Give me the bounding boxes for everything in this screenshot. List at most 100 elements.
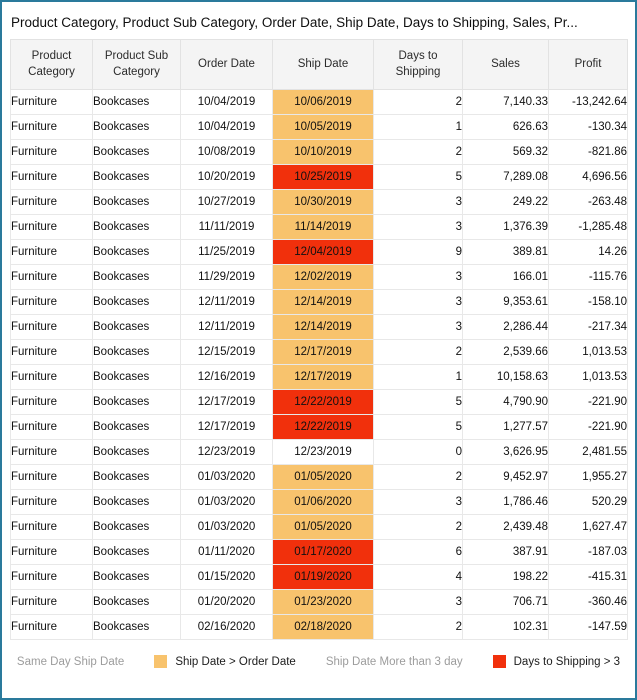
column-header-days-to-shipping[interactable]: Days to Shipping [373, 39, 463, 90]
product-category-cell[interactable]: Furniture [10, 614, 93, 640]
profit-cell[interactable]: 4,696.56 [548, 164, 628, 190]
sales-cell[interactable]: 102.31 [462, 614, 549, 640]
days-to-shipping-cell[interactable]: 5 [373, 389, 463, 415]
ship-date-cell[interactable]: 02/18/2020 [272, 614, 374, 640]
product-sub-category-cell[interactable]: Bookcases [92, 489, 181, 515]
product-sub-category-cell[interactable]: Bookcases [92, 164, 181, 190]
days-to-shipping-cell[interactable]: 3 [373, 314, 463, 340]
ship-date-cell[interactable]: 12/22/2019 [272, 389, 374, 415]
profit-cell[interactable]: 2,481.55 [548, 439, 628, 465]
product-sub-category-cell[interactable]: Bookcases [92, 314, 181, 340]
product-sub-category-cell[interactable]: Bookcases [92, 439, 181, 465]
order-date-cell[interactable]: 10/20/2019 [180, 164, 273, 190]
column-header-product-category[interactable]: Product Category [10, 39, 93, 90]
days-to-shipping-cell[interactable]: 3 [373, 589, 463, 615]
sales-cell[interactable]: 249.22 [462, 189, 549, 215]
days-to-shipping-cell[interactable]: 0 [373, 439, 463, 465]
legend-item[interactable]: Days to Shipping > 3 [492, 655, 620, 668]
order-date-cell[interactable]: 10/04/2019 [180, 89, 273, 115]
days-to-shipping-cell[interactable]: 5 [373, 414, 463, 440]
order-date-cell[interactable]: 01/03/2020 [180, 464, 273, 490]
order-date-cell[interactable]: 12/15/2019 [180, 339, 273, 365]
product-category-cell[interactable]: Furniture [10, 139, 93, 165]
ship-date-cell[interactable]: 01/17/2020 [272, 539, 374, 565]
sales-cell[interactable]: 389.81 [462, 239, 549, 265]
order-date-cell[interactable]: 01/15/2020 [180, 564, 273, 590]
product-sub-category-cell[interactable]: Bookcases [92, 114, 181, 140]
days-to-shipping-cell[interactable]: 3 [373, 264, 463, 290]
order-date-cell[interactable]: 11/11/2019 [180, 214, 273, 240]
product-sub-category-cell[interactable]: Bookcases [92, 564, 181, 590]
column-header-sales[interactable]: Sales [462, 39, 549, 90]
days-to-shipping-cell[interactable]: 3 [373, 214, 463, 240]
sales-cell[interactable]: 1,376.39 [462, 214, 549, 240]
sales-cell[interactable]: 626.63 [462, 114, 549, 140]
order-date-cell[interactable]: 12/16/2019 [180, 364, 273, 390]
ship-date-cell[interactable]: 01/23/2020 [272, 589, 374, 615]
sales-cell[interactable]: 387.91 [462, 539, 549, 565]
days-to-shipping-cell[interactable]: 3 [373, 289, 463, 315]
order-date-cell[interactable]: 01/03/2020 [180, 489, 273, 515]
profit-cell[interactable]: -147.59 [548, 614, 628, 640]
order-date-cell[interactable]: 10/27/2019 [180, 189, 273, 215]
product-category-cell[interactable]: Furniture [10, 314, 93, 340]
product-sub-category-cell[interactable]: Bookcases [92, 214, 181, 240]
product-category-cell[interactable]: Furniture [10, 89, 93, 115]
ship-date-cell[interactable]: 10/05/2019 [272, 114, 374, 140]
profit-cell[interactable]: -115.76 [548, 264, 628, 290]
ship-date-cell[interactable]: 10/25/2019 [272, 164, 374, 190]
sales-cell[interactable]: 7,289.08 [462, 164, 549, 190]
profit-cell[interactable]: 1,013.53 [548, 364, 628, 390]
product-category-cell[interactable]: Furniture [10, 539, 93, 565]
product-sub-category-cell[interactable]: Bookcases [92, 289, 181, 315]
sales-cell[interactable]: 569.32 [462, 139, 549, 165]
product-category-cell[interactable]: Furniture [10, 589, 93, 615]
order-date-cell[interactable]: 12/23/2019 [180, 439, 273, 465]
ship-date-cell[interactable]: 12/04/2019 [272, 239, 374, 265]
ship-date-cell[interactable]: 12/17/2019 [272, 364, 374, 390]
profit-cell[interactable]: -221.90 [548, 389, 628, 415]
legend-item[interactable]: Same Day Ship Date [17, 656, 124, 668]
product-category-cell[interactable]: Furniture [10, 289, 93, 315]
column-header-product-sub-category[interactable]: Product Sub Category [92, 39, 181, 90]
profit-cell[interactable]: -1,285.48 [548, 214, 628, 240]
profit-cell[interactable]: -263.48 [548, 189, 628, 215]
profit-cell[interactable]: 1,955.27 [548, 464, 628, 490]
product-category-cell[interactable]: Furniture [10, 189, 93, 215]
profit-cell[interactable]: 1,013.53 [548, 339, 628, 365]
sales-cell[interactable]: 9,452.97 [462, 464, 549, 490]
order-date-cell[interactable]: 02/16/2020 [180, 614, 273, 640]
column-header-profit[interactable]: Profit [548, 39, 628, 90]
days-to-shipping-cell[interactable]: 4 [373, 564, 463, 590]
profit-cell[interactable]: -130.34 [548, 114, 628, 140]
sales-cell[interactable]: 2,539.66 [462, 339, 549, 365]
days-to-shipping-cell[interactable]: 2 [373, 614, 463, 640]
product-sub-category-cell[interactable]: Bookcases [92, 89, 181, 115]
days-to-shipping-cell[interactable]: 6 [373, 539, 463, 565]
ship-date-cell[interactable]: 12/02/2019 [272, 264, 374, 290]
ship-date-cell[interactable]: 12/17/2019 [272, 339, 374, 365]
days-to-shipping-cell[interactable]: 2 [373, 339, 463, 365]
product-sub-category-cell[interactable]: Bookcases [92, 389, 181, 415]
profit-cell[interactable]: -217.34 [548, 314, 628, 340]
product-category-cell[interactable]: Furniture [10, 439, 93, 465]
product-category-cell[interactable]: Furniture [10, 514, 93, 540]
column-header-ship-date[interactable]: Ship Date [272, 39, 374, 90]
days-to-shipping-cell[interactable]: 2 [373, 464, 463, 490]
order-date-cell[interactable]: 12/11/2019 [180, 314, 273, 340]
ship-date-cell[interactable]: 01/06/2020 [272, 489, 374, 515]
product-sub-category-cell[interactable]: Bookcases [92, 364, 181, 390]
product-category-cell[interactable]: Furniture [10, 489, 93, 515]
profit-cell[interactable]: -13,242.64 [548, 89, 628, 115]
profit-cell[interactable]: -360.46 [548, 589, 628, 615]
days-to-shipping-cell[interactable]: 2 [373, 89, 463, 115]
product-sub-category-cell[interactable]: Bookcases [92, 614, 181, 640]
product-sub-category-cell[interactable]: Bookcases [92, 539, 181, 565]
product-category-cell[interactable]: Furniture [10, 214, 93, 240]
days-to-shipping-cell[interactable]: 3 [373, 489, 463, 515]
sales-cell[interactable]: 10,158.63 [462, 364, 549, 390]
ship-date-cell[interactable]: 12/14/2019 [272, 289, 374, 315]
days-to-shipping-cell[interactable]: 5 [373, 164, 463, 190]
product-category-cell[interactable]: Furniture [10, 164, 93, 190]
days-to-shipping-cell[interactable]: 2 [373, 139, 463, 165]
